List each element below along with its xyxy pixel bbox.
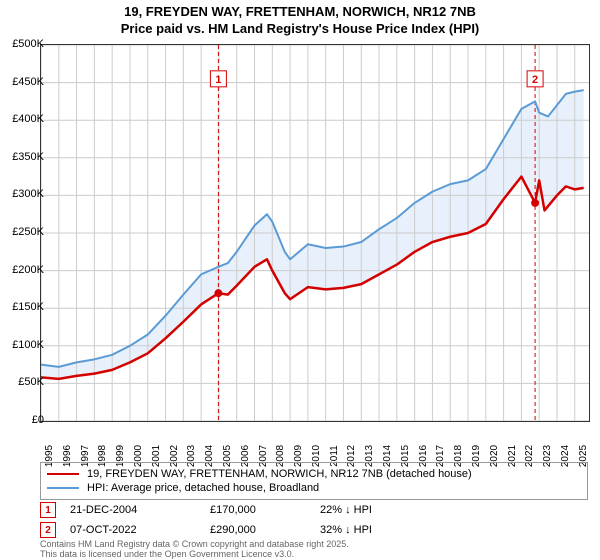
sale-price: £290,000 — [210, 524, 320, 536]
y-tick-label: £400K — [12, 113, 44, 125]
svg-text:2: 2 — [532, 74, 538, 86]
chart-title: 19, FREYDEN WAY, FRETTENHAM, NORWICH, NR… — [0, 0, 600, 38]
y-tick-label: £50K — [18, 376, 44, 388]
y-tick-label: £0 — [32, 414, 44, 426]
sale-date: 21-DEC-2004 — [70, 504, 210, 516]
legend-label-1: 19, FREYDEN WAY, FRETTENHAM, NORWICH, NR… — [87, 468, 472, 480]
sale-row: 1 21-DEC-2004£170,00022% ↓ HPI — [40, 500, 588, 520]
y-tick-label: £100K — [12, 339, 44, 351]
y-tick-label: £500K — [12, 38, 44, 50]
chart-svg: 12 — [41, 45, 589, 421]
legend-label-2: HPI: Average price, detached house, Broa… — [87, 482, 319, 494]
chart-plot-area: 12 — [40, 44, 590, 422]
legend: 19, FREYDEN WAY, FRETTENHAM, NORWICH, NR… — [40, 462, 588, 500]
sale-diff: 22% ↓ HPI — [320, 504, 440, 516]
y-tick-label: £150K — [12, 301, 44, 313]
y-tick-label: £200K — [12, 264, 44, 276]
sale-price: £170,000 — [210, 504, 320, 516]
sale-date: 07-OCT-2022 — [70, 524, 210, 536]
y-tick-label: £350K — [12, 151, 44, 163]
footer-line-1: Contains HM Land Registry data © Crown c… — [40, 539, 349, 549]
y-tick-label: £250K — [12, 226, 44, 238]
title-line-1: 19, FREYDEN WAY, FRETTENHAM, NORWICH, NR… — [124, 4, 476, 19]
sale-row: 2 07-OCT-2022£290,00032% ↓ HPI — [40, 520, 588, 540]
legend-swatch-1 — [47, 473, 79, 475]
sale-diff: 32% ↓ HPI — [320, 524, 440, 536]
y-tick-label: £450K — [12, 76, 44, 88]
chart-container: 19, FREYDEN WAY, FRETTENHAM, NORWICH, NR… — [0, 0, 600, 560]
y-tick-label: £300K — [12, 188, 44, 200]
svg-text:1: 1 — [215, 74, 221, 86]
footer-attribution: Contains HM Land Registry data © Crown c… — [40, 540, 349, 560]
sale-marker-icon: 1 — [40, 502, 56, 518]
legend-row-2: HPI: Average price, detached house, Broa… — [47, 481, 581, 495]
footer-line-2: This data is licensed under the Open Gov… — [40, 549, 294, 559]
legend-swatch-2 — [47, 487, 79, 489]
legend-row-1: 19, FREYDEN WAY, FRETTENHAM, NORWICH, NR… — [47, 467, 581, 481]
sale-marker-icon: 2 — [40, 522, 56, 538]
sales-table: 1 21-DEC-2004£170,00022% ↓ HPI 2 07-OCT-202… — [40, 500, 588, 540]
title-line-2: Price paid vs. HM Land Registry's House … — [121, 21, 480, 36]
